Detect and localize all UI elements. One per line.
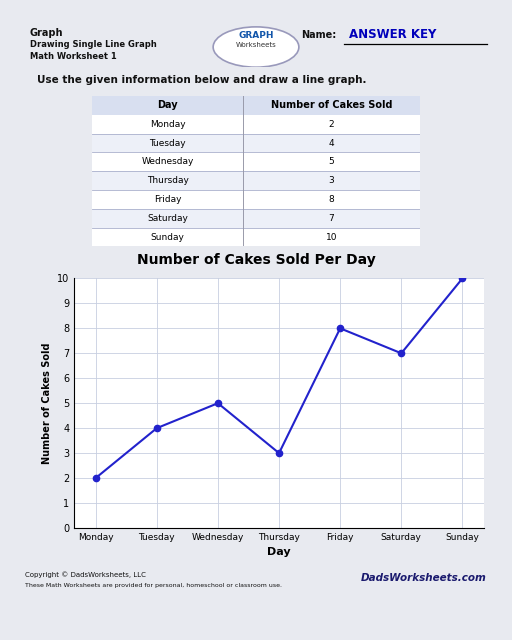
Bar [92,228,420,246]
Text: Wednesday: Wednesday [141,157,194,166]
Text: ANSWER KEY: ANSWER KEY [349,28,436,42]
Text: Number of Cakes Sold Per Day: Number of Cakes Sold Per Day [137,253,375,268]
Text: 4: 4 [329,138,334,147]
Text: Worksheets: Worksheets [236,42,276,48]
Bar [92,209,420,228]
Text: 2: 2 [329,120,334,129]
Text: Sunday: Sunday [151,232,184,241]
Text: Number of Cakes Sold: Number of Cakes Sold [271,100,392,110]
Text: Name:: Name: [301,30,336,40]
X-axis label: Day: Day [267,547,291,557]
Text: These Math Worksheets are provided for personal, homeschool or classroom use.: These Math Worksheets are provided for p… [25,584,282,588]
Text: Friday: Friday [154,195,181,204]
Text: Copyright © DadsWorksheets, LLC: Copyright © DadsWorksheets, LLC [25,572,146,578]
Bar [92,96,420,115]
Bar [92,171,420,190]
Text: GRAPH: GRAPH [238,31,274,40]
Text: Use the given information below and draw a line graph.: Use the given information below and draw… [37,75,367,85]
Text: Drawing Single Line Graph: Drawing Single Line Graph [30,40,157,49]
Text: Day: Day [157,100,178,110]
Text: Graph: Graph [30,28,63,38]
Text: 5: 5 [329,157,334,166]
Text: Tuesday: Tuesday [149,138,186,147]
Text: 8: 8 [329,195,334,204]
Text: Math Worksheet 1: Math Worksheet 1 [30,52,117,61]
Y-axis label: Number of Cakes Sold: Number of Cakes Sold [41,342,52,464]
Text: Thursday: Thursday [146,176,188,185]
Ellipse shape [213,27,299,67]
Bar [92,134,420,152]
Text: Saturday: Saturday [147,214,188,223]
Text: 10: 10 [326,232,337,241]
Bar [92,115,420,134]
Bar [92,152,420,171]
Text: DadsWorksheets.com: DadsWorksheets.com [361,573,487,582]
Text: 7: 7 [329,214,334,223]
Text: Monday: Monday [150,120,185,129]
Text: 3: 3 [329,176,334,185]
Bar [92,190,420,209]
